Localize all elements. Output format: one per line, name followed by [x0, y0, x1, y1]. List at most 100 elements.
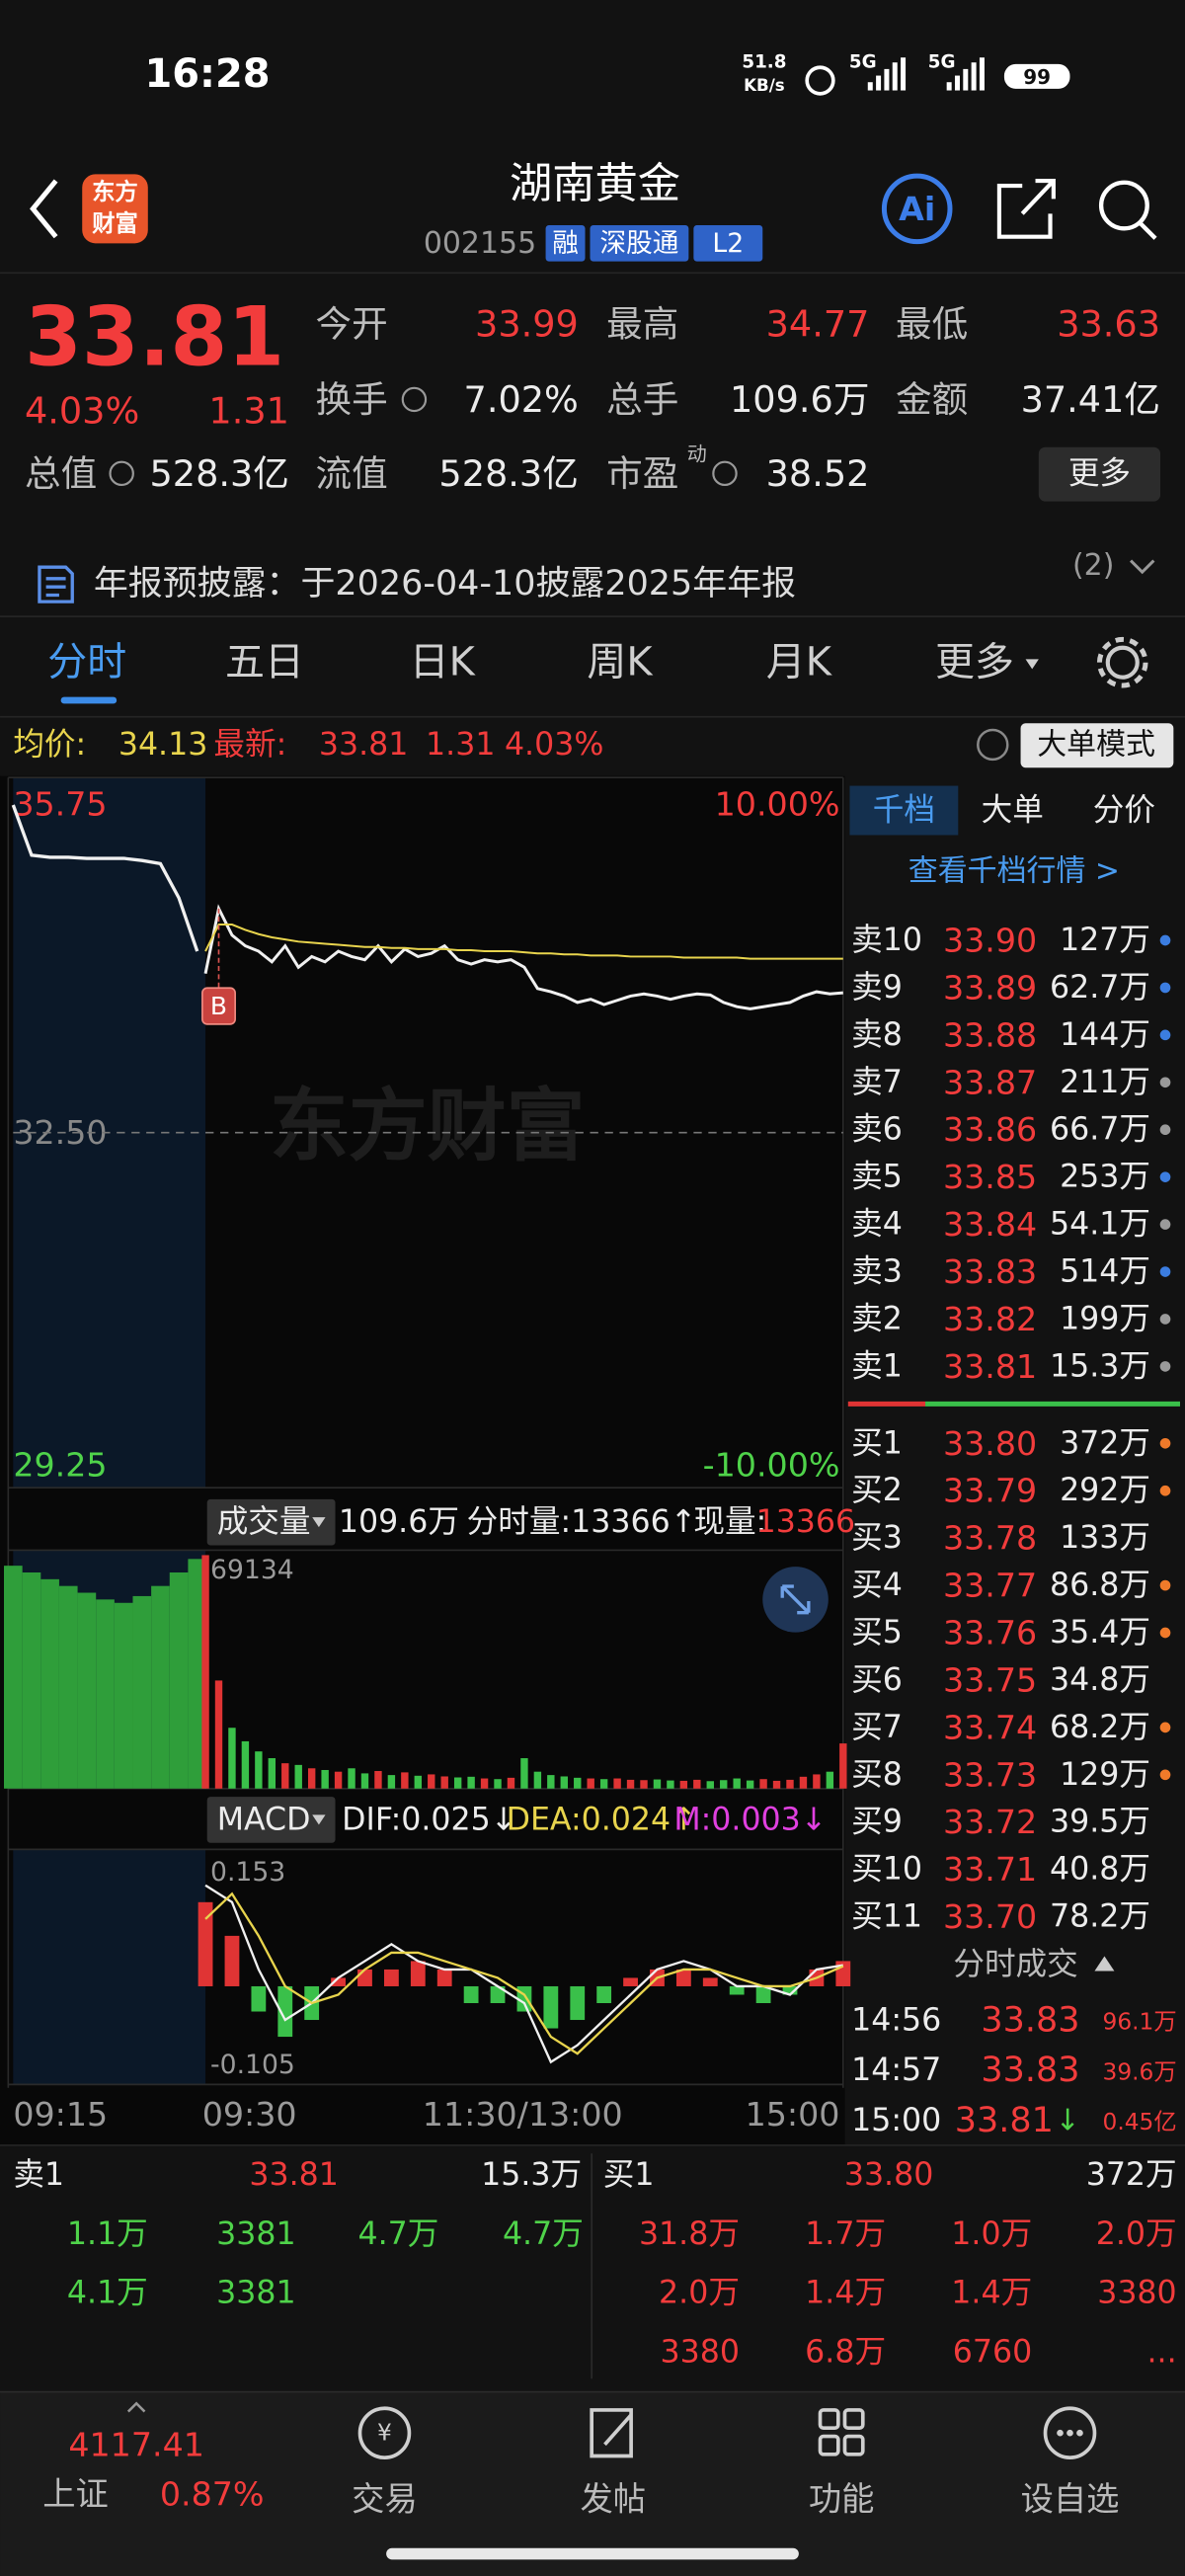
macd-bar [623, 1977, 638, 1986]
y-tick-label: 69134 [210, 1555, 294, 1585]
more-button[interactable] [1038, 446, 1161, 502]
period-tab[interactable]: 周K [587, 640, 654, 685]
book-level: 卖6 [851, 1112, 903, 1148]
book-level: 卖1 [851, 1348, 903, 1384]
period-tab[interactable]: 日K [410, 640, 477, 685]
book-price: 33.81 [943, 1347, 1037, 1386]
book-volume: 15.3万 [1050, 1348, 1150, 1384]
y-tick-label: 29.25 [13, 1445, 107, 1484]
tag-badge [545, 225, 586, 262]
volume-bar [653, 1779, 662, 1789]
field-value: 528.3亿 [438, 452, 578, 495]
detail-cell: 4.7万 [357, 2216, 438, 2252]
volume-bar [746, 1780, 754, 1789]
volume-bar [494, 1779, 502, 1789]
index-value[interactable]: 4117.41 [68, 2425, 204, 2463]
volume-bar [679, 1780, 688, 1789]
volume-bar [626, 1779, 635, 1789]
book-price: 33.86 [943, 1110, 1037, 1149]
volume-bar [786, 1779, 794, 1789]
indicator-title: 成交量 [217, 1504, 311, 1540]
macd-bar [383, 1969, 399, 1986]
volume-bar [387, 1775, 396, 1789]
volume-bar [640, 1780, 648, 1789]
book-volume: 62.7万 [1050, 970, 1150, 1006]
share-button[interactable] [996, 178, 1056, 239]
period-tab[interactable]: 五日 [225, 640, 304, 685]
nav-item[interactable]: 发帖 [581, 2479, 647, 2518]
nav-item[interactable]: 功能 [809, 2479, 875, 2518]
settings-button[interactable] [1105, 645, 1140, 680]
nav-item[interactable]: 设自选 [1021, 2479, 1120, 2518]
period-tab[interactable]: 分时 [47, 640, 126, 685]
book-volume: 211万 [1060, 1065, 1150, 1100]
book-link[interactable]: 查看千档行情 > [908, 854, 1120, 889]
book-price: 33.77 [943, 1567, 1037, 1605]
ai-button[interactable] [881, 173, 953, 245]
search-button[interactable] [1098, 180, 1149, 231]
detail-price: 33.80 [844, 2157, 934, 2193]
notice-text[interactable]: 年报预披露：于2026-04-10披露2025年年报 [94, 564, 796, 604]
volume-bar [706, 1781, 714, 1789]
big-order-button[interactable] [1020, 723, 1174, 768]
macd-bar [755, 1985, 771, 2004]
volume-bar [414, 1775, 423, 1789]
book-volume: 78.2万 [1050, 1899, 1150, 1935]
trades-title[interactable]: 分时成交 [953, 1947, 1077, 1982]
avg-value: 34.13 [118, 727, 208, 763]
nav-item[interactable]: 交易 [352, 2479, 418, 2518]
book-dot [1159, 1485, 1171, 1496]
tag-badge [693, 225, 763, 262]
book-tab[interactable]: 分价 [1093, 793, 1155, 829]
chevron [1130, 559, 1155, 575]
field-value: 33.63 [1057, 302, 1160, 345]
tag: L2 [712, 228, 744, 259]
avg-label: 均价: [13, 727, 86, 763]
mode-label[interactable]: 大单模式 [1037, 727, 1155, 762]
volume-bar [401, 1772, 409, 1789]
trade-price: 33.83 [981, 2051, 1079, 2090]
volume-bar [547, 1775, 555, 1789]
macd-bar [357, 1969, 372, 1986]
volume-bar [334, 1771, 343, 1789]
ai-label[interactable]: Ai [899, 190, 935, 228]
book-volume: 129万 [1060, 1757, 1150, 1793]
field-value: 37.41亿 [1021, 378, 1160, 421]
auction-shade [13, 1849, 206, 2085]
period-tab[interactable]: 更多 [935, 640, 1014, 685]
detail-cell: 6.8万 [805, 2335, 886, 2371]
info-icons [109, 386, 738, 487]
book-volume: 253万 [1060, 1160, 1150, 1195]
book-price: 33.73 [943, 1755, 1037, 1794]
macd-bar [835, 1961, 851, 1986]
book-tab-active [849, 785, 959, 836]
volume-bar [520, 1758, 528, 1789]
trade-volume: 0.45亿 [1102, 2109, 1176, 2135]
sort-icon [1094, 1956, 1115, 1972]
back-button[interactable] [30, 179, 58, 239]
book-level: 买1 [851, 1425, 903, 1461]
volume-bar [587, 1778, 594, 1789]
help-icon[interactable] [977, 728, 1009, 762]
book-price: 33.90 [943, 921, 1037, 959]
indicator-select[interactable] [206, 1498, 336, 1546]
book-price: 33.83 [943, 1252, 1037, 1291]
period-tab[interactable]: 月K [766, 640, 833, 685]
stock-name: 湖南黄金 [510, 159, 680, 208]
macd-bar [570, 1985, 586, 2021]
book-tab[interactable]: 大单 [982, 793, 1044, 829]
book-dot [1159, 1627, 1171, 1639]
y-tick-label: -0.105 [210, 2050, 295, 2080]
nav-dots [1057, 2429, 1083, 2437]
latest-change: 1.31 [426, 727, 495, 763]
book-volume: 39.5万 [1050, 1805, 1150, 1840]
auction-price-line [11, 804, 199, 952]
indicator-select[interactable] [206, 1797, 336, 1843]
book-price: 33.80 [943, 1424, 1037, 1463]
more-label[interactable]: 更多 [1068, 455, 1131, 491]
book-level: 卖10 [851, 923, 922, 958]
book-tab[interactable]: 千档 [873, 793, 935, 829]
volume-bar [772, 1780, 781, 1789]
avg-price-line [204, 924, 843, 960]
battery-level: 99 [1023, 65, 1051, 89]
